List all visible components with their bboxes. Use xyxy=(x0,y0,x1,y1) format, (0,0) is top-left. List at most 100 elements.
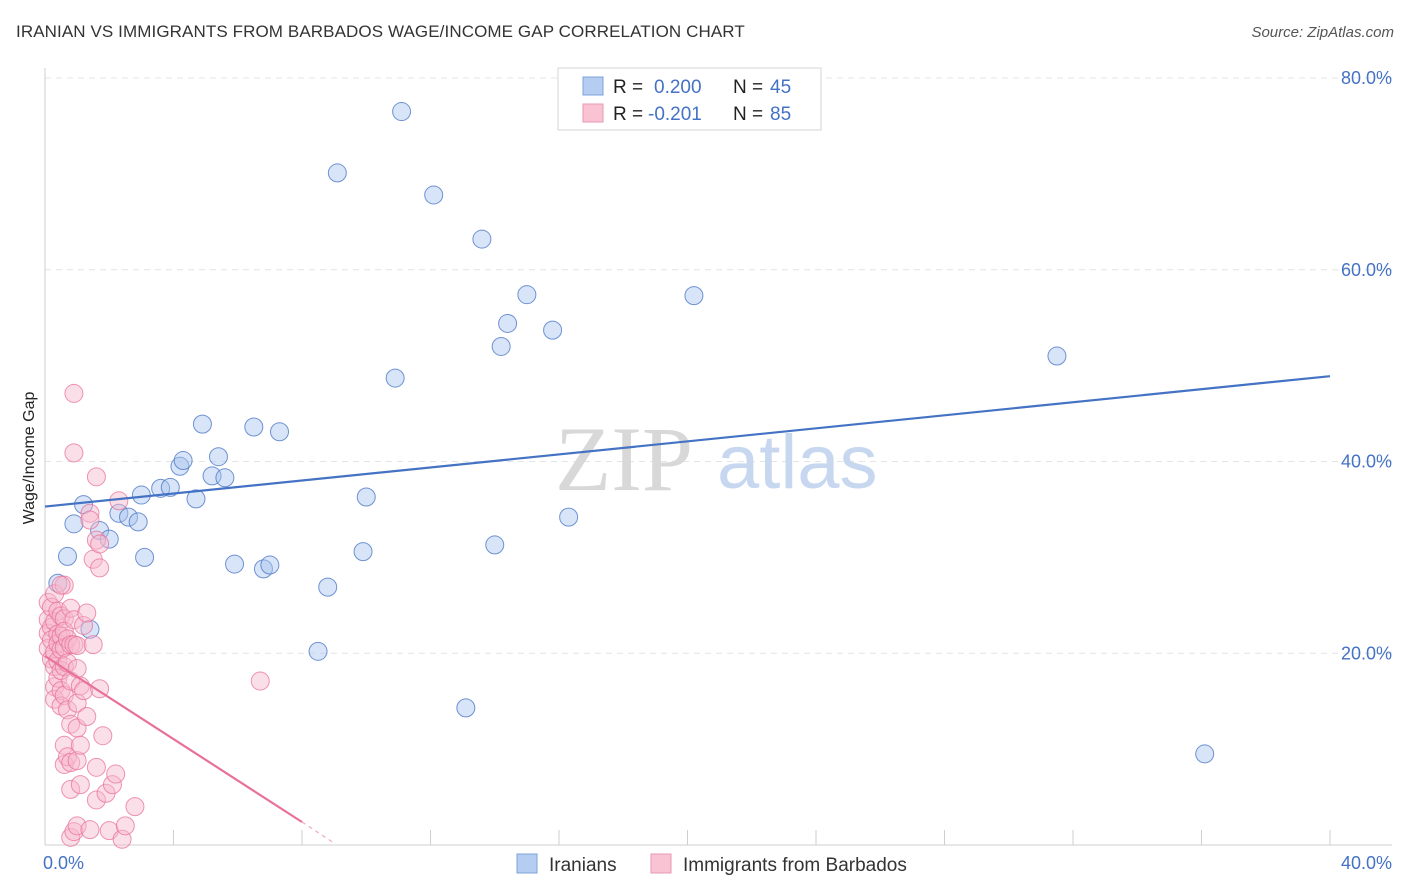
point-0-25 xyxy=(270,422,290,442)
bottom-legend-iranians: Iranians xyxy=(549,855,617,876)
point-1-77 xyxy=(102,775,122,795)
point-1-70 xyxy=(86,790,106,810)
legend-n-value-2: 85 xyxy=(770,104,791,125)
y-tick-label-2: 60.0% xyxy=(1341,260,1392,280)
point-1-63 xyxy=(80,510,100,530)
point-0-26 xyxy=(308,641,328,661)
grid-lines xyxy=(45,77,1392,654)
point-1-49 xyxy=(67,636,87,656)
point-0-9 xyxy=(128,512,148,532)
point-0-30 xyxy=(356,487,376,507)
trend-line-0 xyxy=(44,375,1331,508)
point-0-22 xyxy=(244,417,264,437)
point-0-20 xyxy=(215,468,235,488)
point-0-38 xyxy=(498,313,518,333)
point-0-29 xyxy=(353,542,373,562)
point-1-58 xyxy=(74,615,94,635)
point-1-69 xyxy=(86,757,106,777)
point-1-84 xyxy=(51,575,71,595)
series-legend: Iranians Immigrants from Barbados xyxy=(516,853,907,876)
point-0-40 xyxy=(543,320,563,340)
point-0-34 xyxy=(456,698,476,718)
point-1-42 xyxy=(61,779,81,799)
y-tick-label-3: 80.0% xyxy=(1341,68,1392,88)
point-1-81 xyxy=(115,816,135,836)
point-1-67 xyxy=(86,467,106,487)
watermark-zip: ZIP xyxy=(555,408,693,510)
point-1-82 xyxy=(125,797,145,817)
x-tick-label-0: 0.0% xyxy=(43,853,84,873)
point-0-39 xyxy=(517,285,537,305)
point-1-61 xyxy=(77,707,97,727)
point-0-33 xyxy=(424,185,444,205)
point-0-42 xyxy=(684,286,704,306)
point-1-48 xyxy=(64,822,84,842)
point-1-74 xyxy=(93,726,113,746)
series-0-points xyxy=(48,102,1215,764)
point-1-71 xyxy=(90,558,110,578)
legend-r-value-1: 0.200 xyxy=(654,77,702,98)
point-1-43 xyxy=(61,827,81,847)
point-0-13 xyxy=(160,477,180,497)
point-0-21 xyxy=(225,554,245,574)
point-0-44 xyxy=(1195,744,1215,764)
point-0-36 xyxy=(485,535,505,555)
point-1-64 xyxy=(80,820,100,840)
point-0-32 xyxy=(392,102,412,122)
point-1-56 xyxy=(70,735,90,755)
tick-labels: 20.0% 40.0% 60.0% 80.0% 0.0% 40.0% xyxy=(43,68,1392,873)
point-1-41 xyxy=(61,753,81,773)
x-tick-label-1: 40.0% xyxy=(1341,853,1392,873)
point-0-41 xyxy=(559,507,579,527)
point-1-83 xyxy=(250,671,270,691)
chart-title: IRANIAN VS IMMIGRANTS FROM BARBADOS WAGE… xyxy=(16,22,745,41)
bottom-legend-swatch-iranians xyxy=(516,853,538,874)
point-1-60 xyxy=(77,603,97,623)
point-0-27 xyxy=(318,577,338,597)
trend-line-1 xyxy=(44,655,303,823)
point-1-72 xyxy=(90,534,110,554)
point-0-8 xyxy=(119,507,139,527)
legend-n-label-2: N = xyxy=(733,104,763,125)
legend-r-value-2: -0.201 xyxy=(648,104,702,125)
legend-r-label-2: R = xyxy=(613,104,643,125)
trend-lines xyxy=(44,375,1331,844)
y-tick-label-0: 20.0% xyxy=(1341,643,1392,663)
stats-legend: R = 0.200 N = 45 R = -0.201 N = 85 xyxy=(557,67,822,131)
point-0-43 xyxy=(1047,346,1067,366)
legend-r-label-1: R = xyxy=(613,77,643,98)
point-0-15 xyxy=(173,451,193,471)
point-1-78 xyxy=(106,764,126,784)
source-label: Source: ZipAtlas.com xyxy=(1251,24,1394,41)
point-0-24 xyxy=(260,555,280,575)
watermark-atlas: atlas xyxy=(717,420,878,505)
point-0-2 xyxy=(64,514,84,534)
bottom-legend-swatch-barbados xyxy=(650,853,672,874)
point-0-16 xyxy=(186,489,206,509)
point-1-32 xyxy=(54,754,74,774)
point-1-68 xyxy=(86,530,106,550)
point-0-31 xyxy=(385,368,405,388)
point-1-19 xyxy=(51,606,71,626)
point-0-17 xyxy=(192,414,212,434)
point-1-36 xyxy=(57,747,77,767)
legend-n-label-1: N = xyxy=(733,77,763,98)
point-0-14 xyxy=(170,456,190,476)
point-1-44 xyxy=(64,383,84,403)
watermark: ZIP atlas xyxy=(555,408,878,510)
trend-line-dashed-1 xyxy=(301,821,335,844)
point-0-37 xyxy=(491,336,511,356)
axes xyxy=(44,68,1392,846)
point-1-18 xyxy=(48,668,68,688)
point-1-45 xyxy=(64,443,84,463)
point-1-53 xyxy=(67,751,87,771)
point-1-31 xyxy=(54,735,74,755)
point-0-19 xyxy=(208,447,228,467)
y-axis-label: Wage/Income Gap xyxy=(21,392,38,525)
bottom-legend-barbados: Immigrants from Barbados xyxy=(683,855,907,876)
legend-swatch-iranians xyxy=(582,76,604,96)
point-0-35 xyxy=(472,229,492,249)
legend-n-value-1: 45 xyxy=(770,77,791,98)
legend-swatch-barbados xyxy=(582,103,604,123)
